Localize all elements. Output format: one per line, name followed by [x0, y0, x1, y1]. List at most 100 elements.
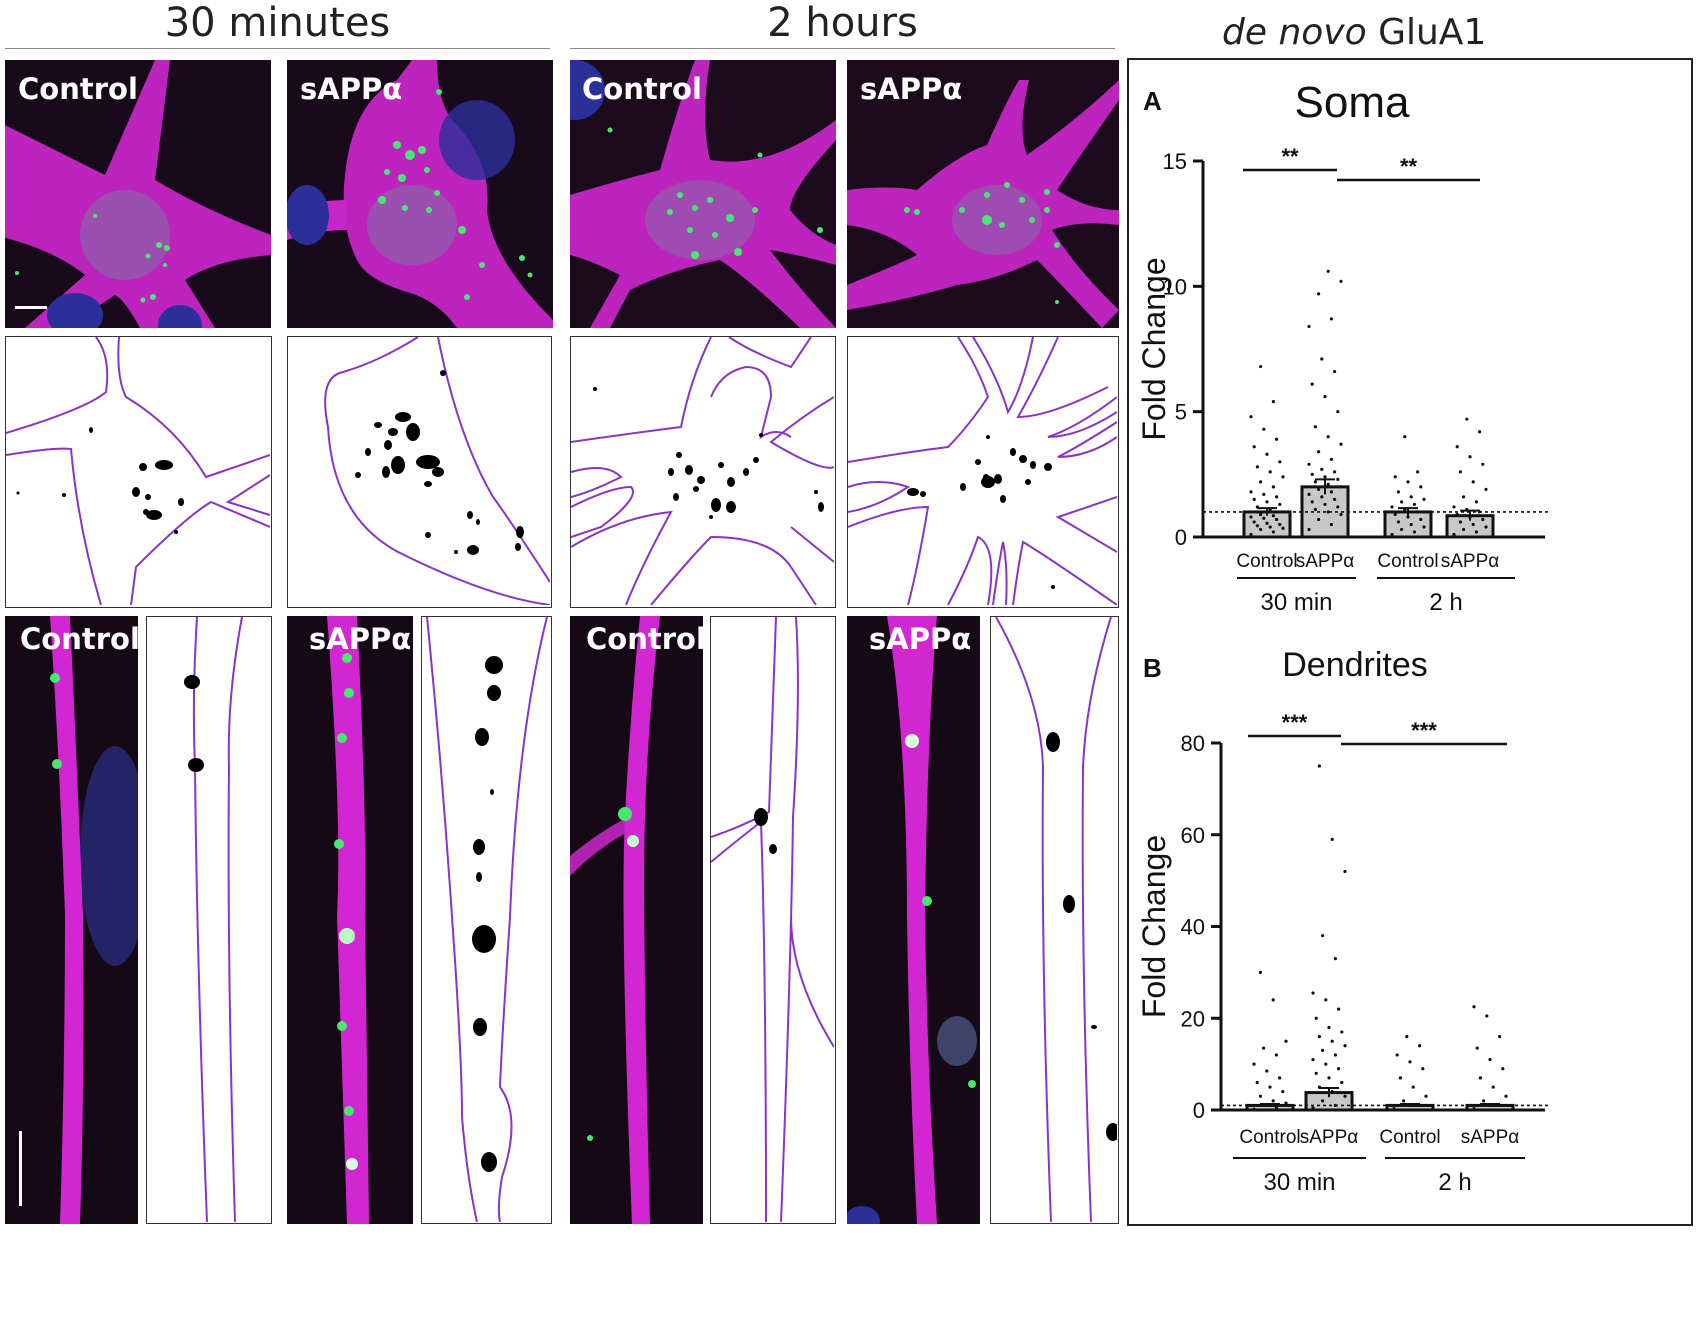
- soma-image-sapp-2h-art: [847, 60, 1119, 328]
- chart-b-point-1-25: [1343, 869, 1347, 874]
- chart-a-point-2-20: [1416, 470, 1420, 474]
- chart-b-point-1-26: [1330, 837, 1334, 841]
- soma-tracing-control-2h: [570, 336, 836, 608]
- chart-b-point-1-17: [1340, 1030, 1344, 1034]
- chart-a-point-1-17: [1336, 477, 1340, 481]
- label-dendrite-sapp-2h: sAPPα: [869, 622, 972, 656]
- dendrite-image-sapp-2h-art: [847, 616, 980, 1224]
- chart-b-point-1-12: [1333, 1053, 1337, 1057]
- chart-b-point-1-2: [1321, 1099, 1325, 1103]
- chart-b-point-0-12: [1274, 1053, 1278, 1057]
- chart-b-point-3-10: [1485, 1014, 1489, 1018]
- chart-a-point-0-3: [1281, 526, 1285, 530]
- chart-a-point-1-2: [1317, 517, 1321, 522]
- chart-a-point-0-19: [1252, 497, 1256, 501]
- chart-a-sig-label-0: **: [1281, 144, 1299, 169]
- label-2-hours: 2 hours: [767, 0, 918, 46]
- soma-tracing-sapp-2h: [847, 336, 1119, 608]
- rule-2-hours: [570, 48, 1115, 49]
- chart-b-point-0-5: [1258, 1094, 1262, 1098]
- chart-b-point-3-11: [1472, 1005, 1476, 1009]
- chart-b-category-1: sAPPα: [1300, 1127, 1359, 1148]
- dendrite-tracing-sapp-30min: [421, 616, 552, 1224]
- chart-a-group-label-0: 30 min: [1260, 589, 1332, 616]
- chart-a-point-3-14: [1484, 487, 1488, 491]
- chart-b-point-0-15: [1271, 998, 1275, 1002]
- graph-title-rest: GluA1: [1366, 12, 1487, 53]
- chart-a-point-2-19: [1393, 475, 1397, 479]
- label-dendrite-control-2h: Control: [586, 622, 706, 656]
- chart-a-category-2: Control: [1377, 551, 1438, 572]
- chart-b-point-1-20: [1337, 1007, 1341, 1011]
- soma-image-sapp-30min-art: [287, 60, 553, 328]
- chart-a-ytick-label-2: 10: [1163, 274, 1187, 299]
- dendrite-tracing-sapp-30min-art: [426, 617, 548, 1223]
- chart-b-point-0-3: [1284, 1101, 1288, 1105]
- chart-b-point-3-7: [1488, 1057, 1492, 1062]
- chart-a-point-0-10: [1262, 516, 1266, 520]
- chart-b-point-2-8: [1395, 1053, 1399, 1057]
- chart-b-point-1-23: [1333, 957, 1337, 961]
- chart-a-point-2-9: [1416, 510, 1420, 514]
- chart-a-point-1-26: [1326, 435, 1330, 439]
- chart-b-category-0: Control: [1239, 1127, 1300, 1148]
- chart-a-point-3-8: [1455, 512, 1459, 517]
- chart-a-category-0: Control: [1236, 551, 1297, 572]
- chart-a-point-3-13: [1462, 495, 1466, 499]
- chart-a-point-0-7: [1265, 521, 1269, 525]
- dendrite-tracing-sapp-2h-art: [995, 617, 1118, 1223]
- chart-b-point-2-6: [1421, 1067, 1425, 1071]
- chart-a-point-1-18: [1323, 475, 1327, 479]
- chart-b-point-3-3: [1504, 1094, 1508, 1098]
- chart-a-point-2-16: [1396, 490, 1400, 494]
- chart-b-point-0-7: [1268, 1085, 1272, 1089]
- chart-b-point-2-4: [1411, 1085, 1415, 1089]
- chart-a-point-2-2: [1400, 527, 1404, 532]
- chart-a-point-2-18: [1406, 480, 1410, 484]
- chart-a-point-0-4: [1268, 525, 1272, 529]
- chart-b-point-2-9: [1418, 1044, 1422, 1048]
- chart-a-point-3-3: [1484, 525, 1488, 529]
- chart-a-point-0-32: [1262, 427, 1266, 431]
- chart-a-point-1-0: [1307, 527, 1311, 532]
- chart-a-point-1-32: [1320, 357, 1324, 361]
- chart-a-point-3-21: [1465, 417, 1469, 421]
- chart-a-panel-letter: A: [1143, 86, 1162, 116]
- chart-a-point-0-6: [1278, 522, 1282, 527]
- dendrite-image-control-2h: [570, 616, 703, 1224]
- chart-b-point-0-16: [1258, 970, 1262, 974]
- chart-b-point-2-3: [1424, 1094, 1428, 1098]
- chart-a-point-3-5: [1458, 520, 1462, 524]
- label-dendrite-sapp-30min: sAPPα: [309, 622, 412, 656]
- chart-b-point-1-4: [1330, 1090, 1334, 1094]
- chart-a-point-3-19: [1455, 445, 1459, 449]
- chart-b-point-1-9: [1337, 1067, 1341, 1071]
- chart-b-point-0-14: [1284, 1039, 1288, 1043]
- chart-b-point-1-11: [1311, 1057, 1315, 1062]
- chart-b-point-1-3: [1343, 1094, 1347, 1098]
- chart-a-point-0-5: [1255, 524, 1259, 528]
- chart-a-group-label-1: 2 h: [1429, 589, 1462, 616]
- chart-b-point-1-27: [1317, 764, 1321, 768]
- dendrite-tracing-control-30min-art: [184, 617, 243, 1223]
- dendrite-tracing-control-2h-art: [711, 617, 835, 1223]
- soma-tracing-control-30min: [5, 336, 272, 608]
- chart-b-point-0-4: [1271, 1099, 1275, 1103]
- chart-b-point-0-10: [1265, 1069, 1269, 1073]
- chart-a-point-0-12: [1271, 514, 1275, 518]
- chart-a-ylabel: Fold Change: [1136, 257, 1172, 440]
- chart-a-point-1-20: [1333, 470, 1337, 474]
- soma-image-control-2h-art: [570, 60, 836, 328]
- chart-a-point-0-27: [1255, 465, 1259, 469]
- chart-a-point-0-33: [1249, 415, 1253, 419]
- chart-a-point-2-4: [1409, 522, 1413, 527]
- chart-a-point-2-21: [1403, 435, 1407, 439]
- chart-a-point-1-34: [1329, 317, 1333, 321]
- chart-b-point-1-16: [1317, 1035, 1321, 1039]
- chart-a-point-1-9: [1333, 497, 1337, 501]
- chart-b-point-1-10: [1324, 1062, 1328, 1066]
- dendrite-image-control-30min-art: [5, 616, 138, 1224]
- chart-b-point-1-15: [1330, 1039, 1334, 1043]
- soma-image-control-30min: [5, 60, 271, 328]
